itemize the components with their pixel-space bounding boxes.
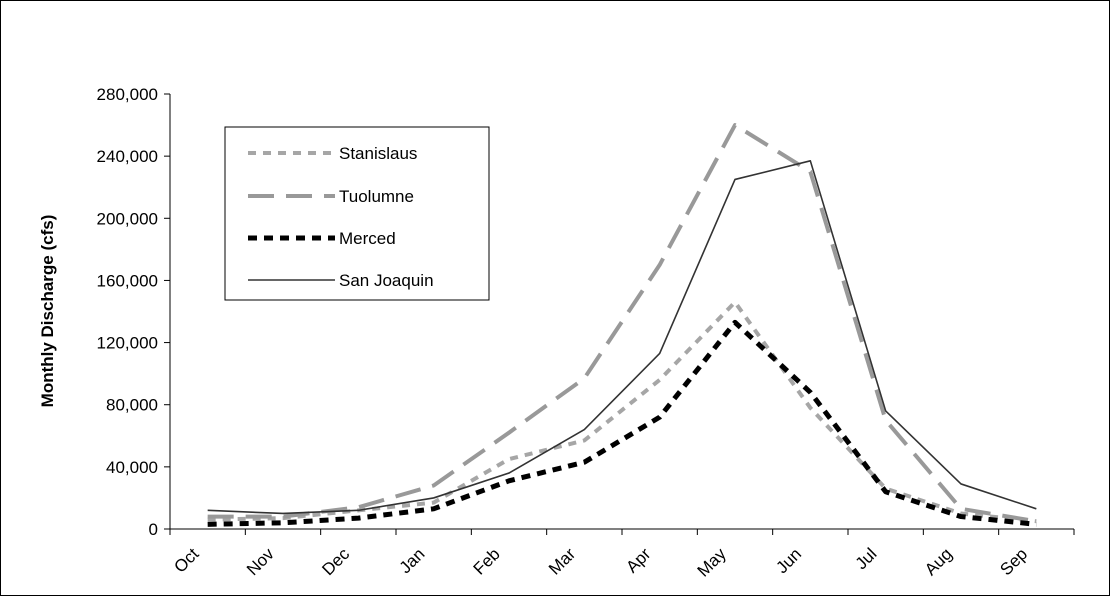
x-tick-label: Jul <box>852 544 881 573</box>
y-tick-label: 40,000 <box>106 458 158 477</box>
x-tick-label: Jun <box>772 544 805 577</box>
legend: Stanislaus Tuolumne Merced San Joaquin <box>224 126 490 301</box>
x-tick-label: Dec <box>318 544 353 579</box>
x-tick-label: Sep <box>996 544 1031 579</box>
x-tick-label: Aug <box>921 544 956 579</box>
series-line-san-joaquin <box>207 160 1037 515</box>
legend-box <box>224 126 490 301</box>
y-tick-label: 240,000 <box>97 147 158 166</box>
axes: Monthly Discharge (cfs) <box>38 94 1074 530</box>
y-axis-title: Monthly Discharge (cfs) <box>38 215 57 408</box>
x-tick-label: Apr <box>622 544 654 576</box>
legend-label-merced: Merced <box>339 229 396 248</box>
legend-label-stanislaus: Stanislaus <box>339 144 417 163</box>
y-tick-label: 120,000 <box>97 334 158 353</box>
x-tick-label: May <box>694 544 730 580</box>
y-tick-label: 80,000 <box>106 396 158 415</box>
series-line-stanislaus <box>207 300 1037 524</box>
series-lines <box>207 123 1037 527</box>
x-ticks: Oct Nov Dec Jan Feb Mar Apr May Jun Jul Aug Sep <box>169 529 1075 581</box>
x-tick-label: Feb <box>470 544 504 578</box>
y-tick-label: 200,000 <box>97 209 158 228</box>
x-tick-label: Nov <box>243 544 278 579</box>
y-tick-label: 280,000 <box>97 85 158 104</box>
y-ticks: 0 40,000 80,000 120,000 160,000 200,000 240,00… <box>97 85 170 539</box>
y-tick-label: 0 <box>149 520 158 539</box>
x-tick-label: Mar <box>545 544 579 578</box>
series-line-merced <box>207 319 1037 527</box>
x-tick-label: Jan <box>396 544 429 577</box>
x-tick-label: Oct <box>170 544 202 576</box>
legend-label-tuolumne: Tuolumne <box>339 187 414 206</box>
legend-label-san-joaquin: San Joaquin <box>339 271 434 290</box>
series-line-tuolumne <box>207 123 1037 524</box>
y-tick-label: 160,000 <box>97 271 158 290</box>
